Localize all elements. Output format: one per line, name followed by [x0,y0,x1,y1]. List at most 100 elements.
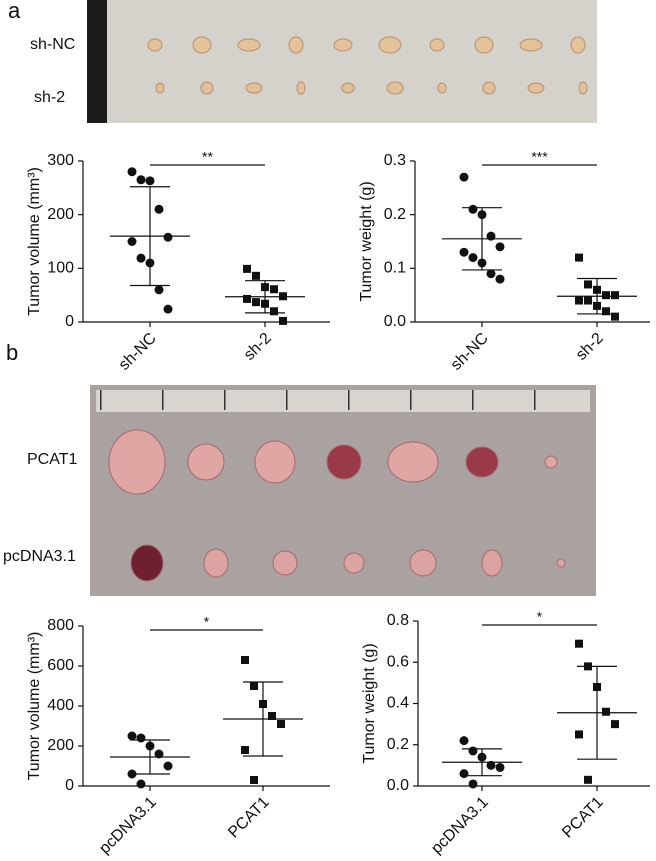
ruler [96,390,590,412]
x-tick-label: sh-NC [116,330,160,374]
tumor [272,550,298,576]
y-axis-label: Tumor volume (mm³) [26,632,43,781]
data-point [154,285,164,295]
x-tick-label: pcDNA3.1 [96,794,160,858]
significance-label: * [537,609,543,625]
row-label: sh-2 [34,89,65,106]
y-tick-label: 0.1 [384,260,406,277]
y-tick-label: 0 [65,777,74,794]
x-tick-label: sh-NC [448,330,492,374]
tumor [527,82,545,94]
tumor [429,38,445,52]
tumor [108,429,166,495]
data-point [575,730,583,739]
data-point [136,779,146,789]
data-point [277,720,285,728]
data-point [459,769,469,779]
y-axis-label: Tumor volume (mm³) [26,167,43,316]
data-point [163,232,173,242]
y-tick-label: 0 [65,313,74,330]
tumor [296,81,306,95]
data-point [243,264,251,273]
panel-label: a [8,0,21,23]
tumor [386,81,404,95]
data-point [163,304,173,314]
ruler-mark [410,390,412,410]
tumor [578,81,588,95]
y-axis-label: Tumor weight (g) [358,181,375,301]
data-point [611,291,619,300]
data-point [243,294,251,303]
tumor [519,38,543,52]
data-point [459,736,469,746]
data-point [468,253,478,263]
row-label: pcDNA3.1 [3,548,76,565]
data-point [575,253,583,262]
data-point [270,285,278,294]
tumor [288,36,304,54]
y-tick-label: 200 [47,737,74,754]
tumor [474,36,494,54]
x-tick-label: sh-2 [573,330,607,364]
tumor [465,446,499,478]
tumor [245,82,263,94]
data-point [584,296,592,305]
tumor [200,81,214,95]
tumor [254,440,296,484]
tumor [326,444,362,480]
tumor [130,544,164,582]
data-point [136,175,146,185]
data-point [575,639,583,648]
tumor [155,82,165,94]
y-axis-label: Tumor weight (g) [361,643,378,763]
ruler-mark [224,390,226,410]
data-point [127,731,137,741]
tumor [482,81,496,95]
tumor [570,36,586,54]
y-tick-label: 100 [47,260,74,277]
tumor [556,558,566,568]
photo-background [90,385,596,596]
photo-background [87,0,597,123]
y-tick-label: 0.0 [384,313,406,330]
tumor [333,38,353,52]
y-tick-label: 0.6 [387,653,409,670]
data-point [468,779,478,789]
data-point [459,247,469,257]
data-point [468,204,478,214]
tumor [192,36,212,54]
data-point [250,776,258,784]
tumor [237,38,261,52]
tumor [409,549,437,577]
panel-label: b [6,340,18,365]
y-tick-label: 800 [47,617,74,634]
ruler-mark [534,390,536,410]
data-point [136,253,146,263]
data-point [163,761,173,771]
tumor [341,82,355,94]
y-tick-label: 0.3 [384,152,406,169]
x-tick-label: PCAT1 [225,794,273,842]
tumor [437,82,447,94]
y-tick-label: 0.0 [387,777,409,794]
data-point [611,720,619,729]
data-point [495,274,505,284]
data-point [136,733,146,743]
data-point [270,307,278,316]
ruler-mark [162,390,164,410]
row-label: PCAT1 [27,451,77,468]
data-point [602,291,610,300]
y-tick-label: 600 [47,657,74,674]
tumor [481,549,503,577]
data-point [279,316,287,325]
data-point [268,712,276,720]
significance-label: ** [202,149,213,165]
tumor [387,441,439,483]
data-point [611,312,619,321]
data-point [127,237,137,246]
data-point [459,172,469,182]
x-tick-label: sh-2 [241,330,275,364]
tumor [203,548,229,578]
data-point [154,204,164,214]
tumor [187,443,225,481]
